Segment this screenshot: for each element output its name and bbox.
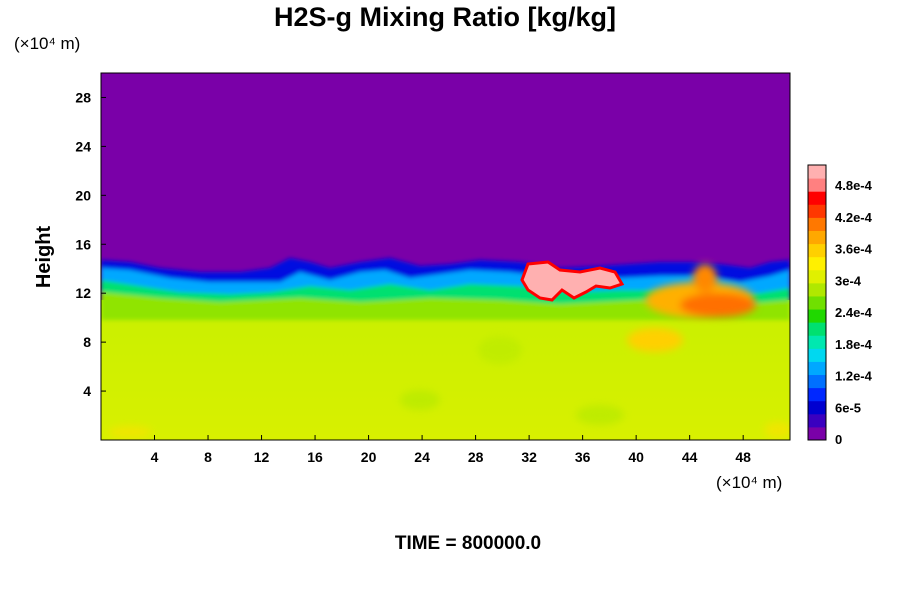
plot-frame bbox=[100, 72, 791, 441]
y-tick-label: 24 bbox=[75, 138, 91, 154]
x-tick-label: 12 bbox=[254, 449, 270, 465]
y-tick-label: 16 bbox=[75, 236, 91, 252]
y-tick-label: 28 bbox=[75, 89, 91, 105]
colorbar-tick-label: 3.6e-4 bbox=[835, 242, 873, 257]
colorbar-swatch bbox=[808, 230, 826, 245]
x-tick-label: 4 bbox=[151, 449, 159, 465]
colorbar-swatch bbox=[808, 335, 826, 349]
colorbar-swatch bbox=[808, 191, 826, 205]
colorbar-swatch bbox=[808, 178, 826, 192]
colorbar-swatch bbox=[808, 217, 826, 231]
x-axis-unit: (×10⁴ m) bbox=[716, 473, 782, 492]
x-tick-label: 20 bbox=[361, 449, 377, 465]
colorbar-swatch bbox=[808, 243, 826, 258]
lower-field-patches bbox=[108, 336, 790, 438]
x-tick-label: 16 bbox=[307, 449, 323, 465]
colorbar-swatch bbox=[808, 426, 826, 441]
x-tick-label: 44 bbox=[682, 449, 698, 465]
colorbar-swatch bbox=[808, 309, 826, 323]
x-tick-label: 24 bbox=[414, 449, 430, 465]
x-tick-label: 28 bbox=[468, 449, 484, 465]
colorbar-swatch bbox=[808, 295, 826, 310]
colorbar-swatch bbox=[808, 256, 826, 271]
colorbar-swatch bbox=[808, 165, 826, 179]
colorbar-swatch bbox=[808, 374, 826, 389]
colorbar-tick-label: 6e-5 bbox=[835, 400, 861, 415]
colorbar-swatch bbox=[808, 387, 826, 402]
colorbar-swatch bbox=[808, 322, 826, 336]
time-label: TIME = 800000.0 bbox=[395, 533, 541, 554]
x-tick-label: 48 bbox=[735, 449, 751, 465]
x-tick-label: 8 bbox=[204, 449, 212, 465]
y-tick-label: 20 bbox=[75, 187, 91, 203]
y-axis-label: Height bbox=[33, 226, 55, 289]
colorbar-swatch bbox=[808, 269, 826, 284]
x-tick-label: 32 bbox=[521, 449, 537, 465]
plot-area bbox=[101, 73, 790, 440]
y-tick-label: 4 bbox=[83, 383, 91, 399]
colorbar-swatch bbox=[808, 413, 826, 428]
colorbar: 0 6e-5 1.2e-4 1.8e-4 2.4e-4 3e-4 3.6e-4 4.2e-4 4… bbox=[807, 164, 873, 447]
y-axis-unit: (×10⁴ m) bbox=[14, 34, 80, 53]
colorbar-tick-label: 2.4e-4 bbox=[835, 305, 873, 320]
x-tick-label: 36 bbox=[575, 449, 591, 465]
y-axis-ticks: 4 8 12 16 20 24 28 bbox=[75, 89, 106, 399]
colorbar-swatch bbox=[808, 400, 826, 415]
colorbar-tick-label: 4.2e-4 bbox=[835, 210, 873, 225]
colorbar-tick-label: 3e-4 bbox=[835, 273, 862, 288]
lower-region bbox=[101, 296, 790, 440]
high-concentration-right bbox=[627, 264, 756, 352]
colorbar-swatch bbox=[808, 361, 826, 376]
colorbar-tick-label: 0 bbox=[835, 432, 842, 447]
interface-band bbox=[101, 258, 790, 320]
colorbar-tick-label: 1.8e-4 bbox=[835, 337, 873, 352]
colorbar-tick-label: 1.2e-4 bbox=[835, 369, 873, 384]
peak-concentration-blob bbox=[520, 260, 625, 302]
colorbar-swatch bbox=[808, 282, 826, 297]
y-tick-label: 12 bbox=[75, 285, 91, 301]
colorbar-frame bbox=[807, 164, 827, 441]
x-tick-label: 40 bbox=[628, 449, 644, 465]
colorbar-swatch bbox=[808, 204, 826, 218]
x-axis-ticks: 4 8 12 16 20 24 28 32 36 40 44 48 bbox=[151, 435, 751, 465]
chart-title: H2S-g Mixing Ratio [kg/kg] bbox=[274, 2, 616, 32]
colorbar-tick-label: 4.8e-4 bbox=[835, 178, 873, 193]
colorbar-swatch bbox=[808, 348, 826, 362]
y-tick-label: 8 bbox=[83, 334, 91, 350]
